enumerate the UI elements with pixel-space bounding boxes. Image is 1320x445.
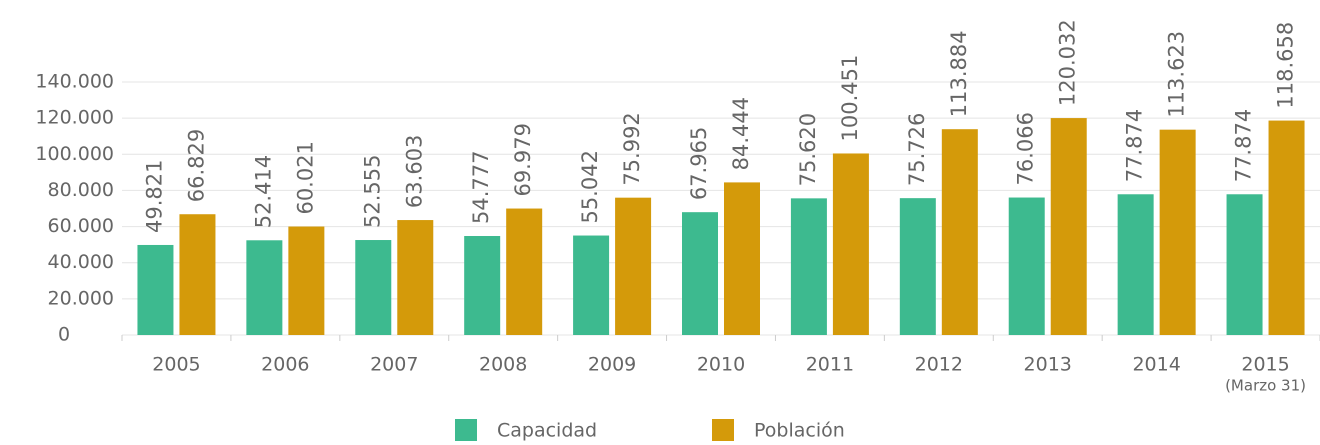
bar <box>464 236 501 335</box>
bar <box>288 226 325 335</box>
y-tick-label: 80.000 <box>48 179 114 201</box>
x-tick-label: 2010 <box>697 354 745 376</box>
value-label: 113.623 <box>1165 31 1189 118</box>
x-tick-label: 2006 <box>261 354 309 376</box>
value-label: 75.620 <box>796 113 820 186</box>
bar <box>832 153 869 335</box>
bar <box>790 198 827 335</box>
x-tick-label: 2012 <box>915 354 963 376</box>
legend-label: Población <box>754 420 845 442</box>
bar <box>1008 197 1045 335</box>
bar <box>506 208 543 335</box>
annotation: (Marzo 31) <box>1225 377 1306 395</box>
bar <box>899 198 936 335</box>
bar <box>397 220 434 335</box>
bar <box>1268 120 1305 335</box>
y-tick-label: 140.000 <box>35 71 114 93</box>
value-label: 120.032 <box>1056 19 1080 106</box>
bar <box>355 240 392 335</box>
legend-swatch <box>712 419 734 441</box>
legend-swatch <box>455 419 477 441</box>
x-tick-label: 2013 <box>1024 354 1072 376</box>
bar <box>615 197 652 335</box>
legend-label: Capacidad <box>497 420 597 442</box>
y-tick-label: 60.000 <box>48 215 114 237</box>
x-tick-label: 2011 <box>806 354 854 376</box>
value-label: 113.884 <box>947 30 971 117</box>
x-tick-label: 2015 <box>1241 354 1289 376</box>
x-tick-label: 2014 <box>1132 354 1180 376</box>
value-label: 52.414 <box>251 155 275 228</box>
value-label: 69.979 <box>511 123 535 196</box>
value-label: 77.874 <box>1232 109 1256 182</box>
value-label: 75.992 <box>620 112 644 185</box>
bar <box>724 182 760 335</box>
value-label: 67.965 <box>687 127 711 200</box>
bar <box>941 129 978 335</box>
x-tick-label: 2007 <box>370 354 418 376</box>
x-tick-label: 2005 <box>152 354 200 376</box>
bar <box>1050 118 1087 336</box>
x-tick-label: 2008 <box>479 354 527 376</box>
value-label: 84.444 <box>729 97 753 170</box>
bar <box>179 214 216 335</box>
y-tick-label: 20.000 <box>48 287 114 309</box>
value-label: 66.829 <box>184 129 208 202</box>
bar <box>1117 194 1154 335</box>
value-label: 52.555 <box>360 155 384 228</box>
value-label: 75.726 <box>905 113 929 186</box>
bar <box>682 212 718 335</box>
value-label: 49.821 <box>142 159 166 232</box>
bar <box>573 235 610 335</box>
value-label: 54.777 <box>469 151 493 224</box>
value-label: 63.603 <box>402 135 426 208</box>
bar <box>1226 194 1263 335</box>
x-tick-label: 2009 <box>588 354 636 376</box>
value-label: 118.658 <box>1274 22 1298 109</box>
y-tick-label: 100.000 <box>35 143 114 165</box>
value-label: 77.874 <box>1123 109 1147 182</box>
value-label: 55.042 <box>578 150 602 223</box>
value-label: 60.021 <box>293 141 317 214</box>
y-tick-label: 40.000 <box>48 251 114 273</box>
bar <box>246 240 283 335</box>
value-label: 100.451 <box>838 55 862 142</box>
value-label: 76.066 <box>1014 112 1038 185</box>
y-tick-label: 0 <box>58 324 70 346</box>
bar <box>1159 129 1196 335</box>
y-tick-label: 120.000 <box>35 107 114 129</box>
bar <box>137 244 174 335</box>
